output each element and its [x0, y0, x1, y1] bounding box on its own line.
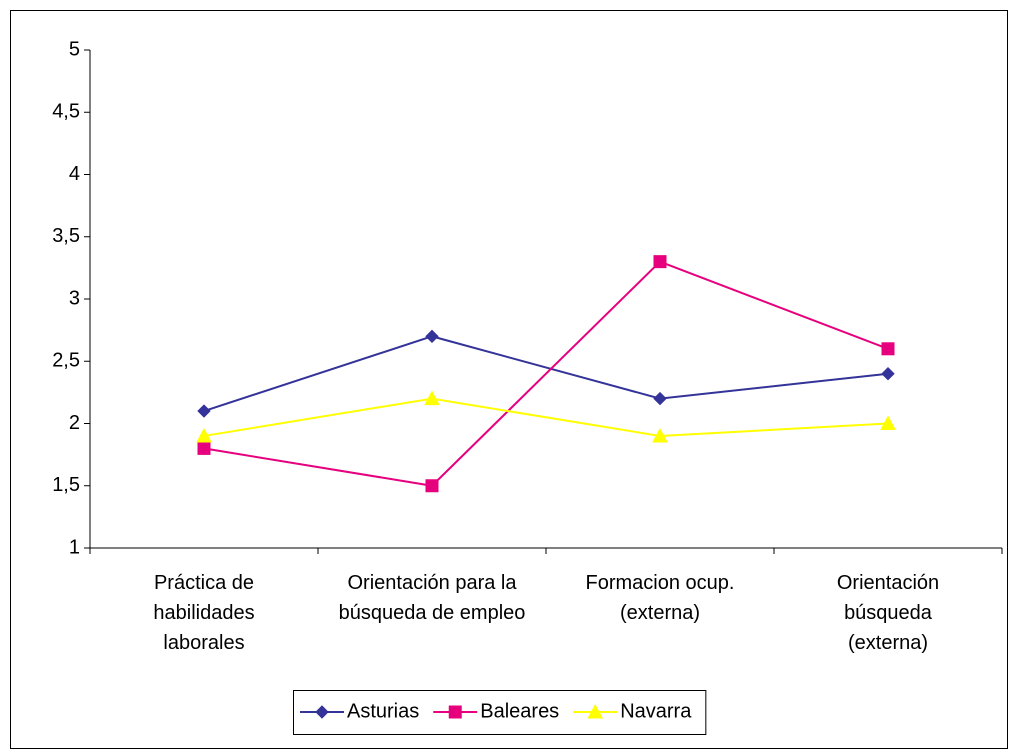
y-tick-label: 4,5	[52, 101, 80, 123]
y-tick-label: 5	[69, 38, 80, 60]
legend-marker	[315, 705, 329, 719]
y-tick-label: 4	[69, 163, 80, 185]
series-line	[203, 335, 889, 413]
legend-marker	[587, 703, 604, 719]
y-tick-label: 2	[69, 412, 80, 434]
data-point	[425, 479, 439, 493]
legend-label: Navarra	[620, 700, 692, 722]
x-tick-label: Formacion ocup. (externa)	[585, 572, 735, 624]
legend: Asturias Baleares Navarra	[293, 690, 707, 735]
series-line	[203, 397, 889, 437]
legend-label: Baleares	[480, 700, 559, 722]
data-point	[425, 329, 439, 344]
series-line	[203, 260, 889, 487]
legend-marker	[448, 705, 462, 719]
x-tick-label: Orientación búsqueda (externa)	[836, 572, 940, 654]
y-tick-label: 3	[69, 287, 80, 309]
data-point	[197, 441, 211, 455]
y-tick-label: 2,5	[52, 350, 80, 372]
data-point	[197, 404, 211, 418]
legend-label: Asturias	[347, 700, 419, 722]
y-tick-label: 1	[69, 536, 80, 558]
legend-box	[293, 690, 707, 735]
x-tick-label: Práctica de habilidades laborales	[153, 572, 255, 654]
data-point	[652, 427, 668, 443]
data-point	[881, 342, 895, 356]
data-point	[196, 427, 212, 443]
data-point	[424, 390, 440, 406]
x-tick-label: Orientación para la búsqueda de empleo	[338, 572, 526, 624]
data-point	[880, 415, 896, 430]
y-tick-label: 1,5	[52, 474, 80, 496]
data-point	[653, 255, 667, 269]
data-point	[881, 366, 895, 381]
y-tick-label: 3,5	[52, 225, 80, 247]
data-point	[653, 391, 667, 406]
